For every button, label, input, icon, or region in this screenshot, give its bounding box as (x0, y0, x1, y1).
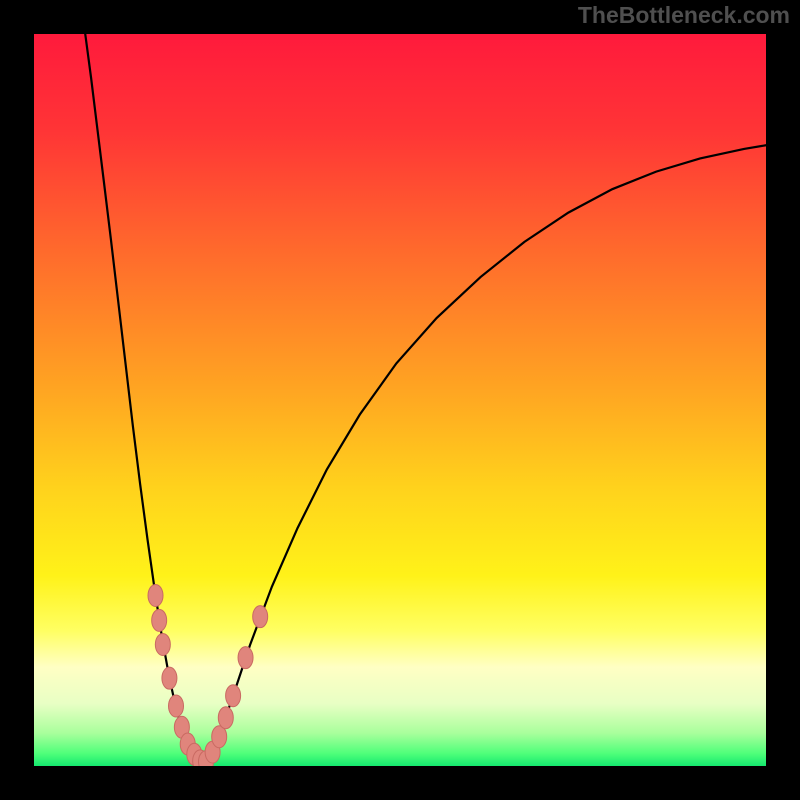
data-dot (169, 695, 184, 717)
data-dot (148, 584, 163, 606)
data-dot (155, 633, 170, 655)
data-dot (253, 606, 268, 628)
data-dot (226, 685, 241, 707)
gradient-background (34, 34, 766, 766)
data-dot (152, 609, 167, 631)
data-dot (238, 647, 253, 669)
data-dot (162, 667, 177, 689)
watermark-text: TheBottleneck.com (578, 2, 790, 29)
stage: TheBottleneck.com (0, 0, 800, 800)
plot-area (34, 34, 766, 766)
data-dot (218, 707, 233, 729)
plot-svg (34, 34, 766, 766)
